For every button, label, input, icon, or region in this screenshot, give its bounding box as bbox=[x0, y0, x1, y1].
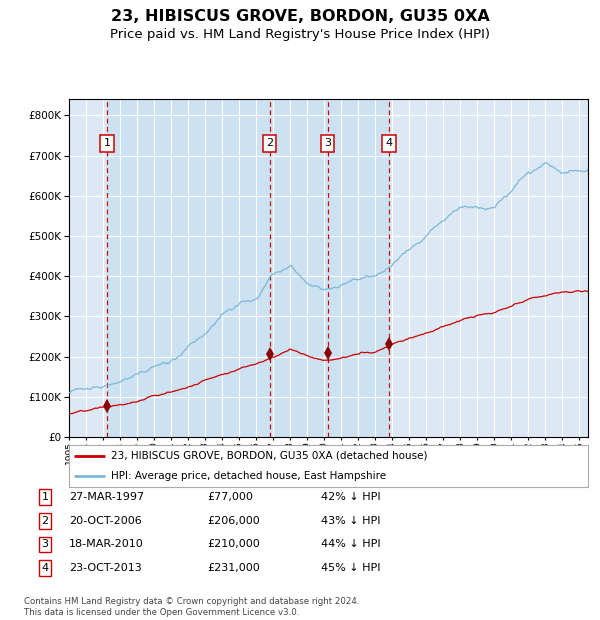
Text: 42% ↓ HPI: 42% ↓ HPI bbox=[321, 492, 380, 502]
Text: 2: 2 bbox=[41, 516, 49, 526]
Text: 27-MAR-1997: 27-MAR-1997 bbox=[69, 492, 144, 502]
Text: 45% ↓ HPI: 45% ↓ HPI bbox=[321, 563, 380, 573]
Text: 23, HIBISCUS GROVE, BORDON, GU35 0XA: 23, HIBISCUS GROVE, BORDON, GU35 0XA bbox=[110, 9, 490, 24]
Text: 3: 3 bbox=[325, 138, 331, 148]
Text: 23, HIBISCUS GROVE, BORDON, GU35 0XA (detached house): 23, HIBISCUS GROVE, BORDON, GU35 0XA (de… bbox=[110, 451, 427, 461]
Text: 44% ↓ HPI: 44% ↓ HPI bbox=[321, 539, 380, 549]
Text: 23-OCT-2013: 23-OCT-2013 bbox=[69, 563, 142, 573]
Text: This data is licensed under the Open Government Licence v3.0.: This data is licensed under the Open Gov… bbox=[24, 608, 299, 617]
Text: £231,000: £231,000 bbox=[207, 563, 260, 573]
Text: 18-MAR-2010: 18-MAR-2010 bbox=[69, 539, 144, 549]
Text: 3: 3 bbox=[41, 539, 49, 549]
Text: £210,000: £210,000 bbox=[207, 539, 260, 549]
Text: Contains HM Land Registry data © Crown copyright and database right 2024.: Contains HM Land Registry data © Crown c… bbox=[24, 597, 359, 606]
Text: 1: 1 bbox=[41, 492, 49, 502]
Bar bbox=[107, 99, 389, 437]
Text: 1: 1 bbox=[103, 138, 110, 148]
Text: HPI: Average price, detached house, East Hampshire: HPI: Average price, detached house, East… bbox=[110, 471, 386, 480]
Text: 20-OCT-2006: 20-OCT-2006 bbox=[69, 516, 142, 526]
Text: 4: 4 bbox=[386, 138, 392, 148]
Text: 43% ↓ HPI: 43% ↓ HPI bbox=[321, 516, 380, 526]
Text: £206,000: £206,000 bbox=[207, 516, 260, 526]
Text: £77,000: £77,000 bbox=[207, 492, 253, 502]
Text: 4: 4 bbox=[41, 563, 49, 573]
Text: Price paid vs. HM Land Registry's House Price Index (HPI): Price paid vs. HM Land Registry's House … bbox=[110, 28, 490, 41]
Text: 2: 2 bbox=[266, 138, 274, 148]
